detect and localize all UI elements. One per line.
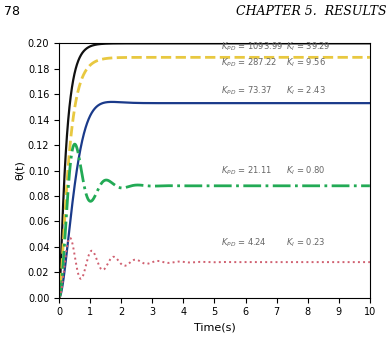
Text: $K_{PD}$ = 1093.99: $K_{PD}$ = 1093.99	[221, 41, 283, 54]
Text: $K_{PD}$ = 73.37: $K_{PD}$ = 73.37	[221, 84, 272, 97]
Text: CHAPTER 5.  RESULTS: CHAPTER 5. RESULTS	[237, 5, 387, 18]
X-axis label: Time(s): Time(s)	[194, 323, 235, 333]
Text: $K_{PD}$ = 4.24: $K_{PD}$ = 4.24	[221, 237, 266, 249]
Text: $K_{PD}$ = 287.22: $K_{PD}$ = 287.22	[221, 56, 277, 69]
Text: $K_I$ = 0.23: $K_I$ = 0.23	[286, 237, 325, 249]
Text: $K_I$ = 0.80: $K_I$ = 0.80	[286, 164, 325, 177]
Text: $K_I$ = 2.43: $K_I$ = 2.43	[286, 84, 326, 97]
Text: 78: 78	[4, 5, 20, 18]
Y-axis label: θ(t): θ(t)	[15, 161, 25, 181]
Text: $K_I$ = 9.56: $K_I$ = 9.56	[286, 56, 326, 69]
Text: $K_I$ = 39.29: $K_I$ = 39.29	[286, 41, 330, 54]
Text: $K_{PD}$ = 21.11: $K_{PD}$ = 21.11	[221, 164, 272, 177]
